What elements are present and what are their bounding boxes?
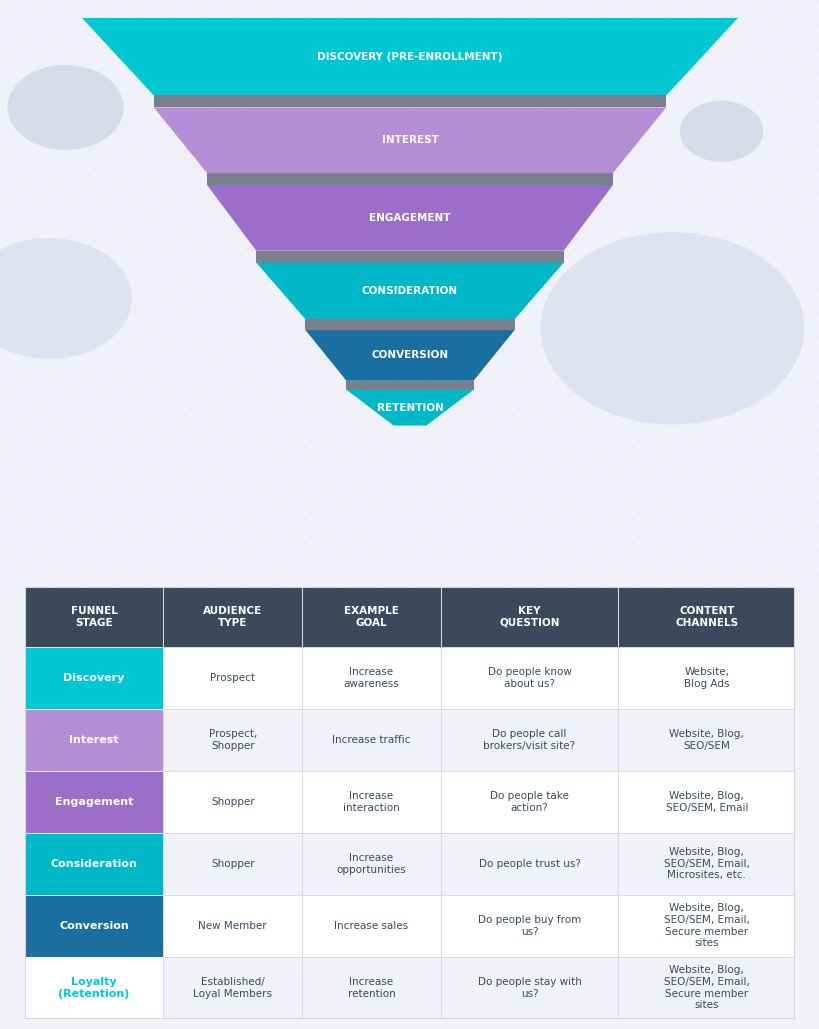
FancyBboxPatch shape bbox=[25, 647, 163, 709]
Text: KEY
QUESTION: KEY QUESTION bbox=[499, 606, 559, 628]
Text: Do people trust us?: Do people trust us? bbox=[478, 859, 580, 868]
Circle shape bbox=[0, 239, 131, 358]
FancyBboxPatch shape bbox=[618, 832, 794, 895]
Text: Website, Blog,
SEO/SEM, Email,
Secure member
sites: Website, Blog, SEO/SEM, Email, Secure me… bbox=[663, 903, 749, 948]
Polygon shape bbox=[82, 17, 737, 96]
Text: Increase
retention: Increase retention bbox=[347, 977, 395, 998]
FancyBboxPatch shape bbox=[618, 709, 794, 771]
FancyBboxPatch shape bbox=[441, 771, 618, 832]
FancyBboxPatch shape bbox=[301, 647, 441, 709]
Text: EXAMPLE
GOAL: EXAMPLE GOAL bbox=[344, 606, 398, 628]
FancyBboxPatch shape bbox=[25, 587, 163, 647]
Polygon shape bbox=[305, 330, 514, 381]
FancyBboxPatch shape bbox=[25, 895, 163, 957]
Text: AUDIENCE
TYPE: AUDIENCE TYPE bbox=[203, 606, 262, 628]
FancyBboxPatch shape bbox=[301, 587, 441, 647]
Text: CONSIDERATION: CONSIDERATION bbox=[361, 286, 458, 296]
Text: Increase traffic: Increase traffic bbox=[332, 735, 410, 745]
FancyBboxPatch shape bbox=[301, 832, 441, 895]
Text: Shopper: Shopper bbox=[210, 859, 254, 868]
Text: Discovery: Discovery bbox=[63, 673, 124, 683]
Polygon shape bbox=[346, 390, 473, 426]
Text: Established/
Loyal Members: Established/ Loyal Members bbox=[193, 977, 272, 998]
Text: Conversion: Conversion bbox=[59, 921, 129, 931]
Text: Do people buy from
us?: Do people buy from us? bbox=[477, 915, 581, 936]
Text: Website, Blog,
SEO/SEM, Email,
Microsites, etc.: Website, Blog, SEO/SEM, Email, Microsite… bbox=[663, 847, 749, 881]
Text: Consideration: Consideration bbox=[51, 859, 138, 868]
FancyBboxPatch shape bbox=[618, 647, 794, 709]
Text: CONTENT
CHANNELS: CONTENT CHANNELS bbox=[674, 606, 737, 628]
FancyBboxPatch shape bbox=[441, 709, 618, 771]
Text: Prospect,
Shopper: Prospect, Shopper bbox=[208, 730, 256, 751]
Text: Do people know
about us?: Do people know about us? bbox=[487, 667, 571, 688]
FancyBboxPatch shape bbox=[25, 832, 163, 895]
FancyBboxPatch shape bbox=[441, 957, 618, 1019]
Circle shape bbox=[8, 66, 123, 149]
FancyBboxPatch shape bbox=[163, 709, 301, 771]
FancyBboxPatch shape bbox=[618, 895, 794, 957]
FancyBboxPatch shape bbox=[163, 895, 301, 957]
FancyBboxPatch shape bbox=[441, 832, 618, 895]
Text: Website,
Blog Ads: Website, Blog Ads bbox=[683, 667, 729, 688]
FancyBboxPatch shape bbox=[441, 647, 618, 709]
FancyBboxPatch shape bbox=[301, 709, 441, 771]
Text: RETENTION: RETENTION bbox=[376, 402, 443, 413]
Text: FUNNEL
STAGE: FUNNEL STAGE bbox=[70, 606, 117, 628]
FancyBboxPatch shape bbox=[618, 957, 794, 1019]
Text: INTEREST: INTEREST bbox=[381, 135, 438, 145]
Text: Engagement: Engagement bbox=[55, 796, 133, 807]
FancyBboxPatch shape bbox=[163, 587, 301, 647]
Text: Website, Blog,
SEO/SEM: Website, Blog, SEO/SEM bbox=[668, 730, 743, 751]
FancyBboxPatch shape bbox=[163, 957, 301, 1019]
Circle shape bbox=[680, 102, 762, 162]
FancyBboxPatch shape bbox=[618, 771, 794, 832]
Polygon shape bbox=[206, 185, 613, 251]
Text: Do people call
brokers/visit site?: Do people call brokers/visit site? bbox=[483, 730, 575, 751]
Polygon shape bbox=[305, 319, 514, 330]
Text: Website, Blog,
SEO/SEM, Email: Website, Blog, SEO/SEM, Email bbox=[665, 791, 747, 813]
FancyBboxPatch shape bbox=[441, 587, 618, 647]
FancyBboxPatch shape bbox=[301, 771, 441, 832]
Polygon shape bbox=[256, 262, 563, 319]
Text: Do people stay with
us?: Do people stay with us? bbox=[477, 977, 581, 998]
FancyBboxPatch shape bbox=[25, 957, 163, 1019]
FancyBboxPatch shape bbox=[25, 771, 163, 832]
Text: Increase sales: Increase sales bbox=[334, 921, 408, 931]
FancyBboxPatch shape bbox=[301, 895, 441, 957]
Text: ENGAGEMENT: ENGAGEMENT bbox=[369, 213, 450, 223]
Circle shape bbox=[541, 233, 803, 424]
Text: Increase
awareness: Increase awareness bbox=[343, 667, 399, 688]
FancyBboxPatch shape bbox=[163, 647, 301, 709]
Text: Interest: Interest bbox=[69, 735, 119, 745]
FancyBboxPatch shape bbox=[163, 832, 301, 895]
FancyBboxPatch shape bbox=[441, 895, 618, 957]
Text: Increase
opportunities: Increase opportunities bbox=[336, 853, 406, 875]
Text: CONVERSION: CONVERSION bbox=[371, 351, 448, 360]
Polygon shape bbox=[206, 173, 613, 185]
Polygon shape bbox=[256, 251, 563, 262]
Polygon shape bbox=[346, 381, 473, 390]
Text: Shopper: Shopper bbox=[210, 796, 254, 807]
Polygon shape bbox=[154, 96, 665, 107]
FancyBboxPatch shape bbox=[25, 709, 163, 771]
Text: DISCOVERY (PRE-ENROLLMENT): DISCOVERY (PRE-ENROLLMENT) bbox=[317, 51, 502, 62]
FancyBboxPatch shape bbox=[301, 957, 441, 1019]
Text: Increase
interaction: Increase interaction bbox=[342, 791, 400, 813]
Text: Website, Blog,
SEO/SEM, Email,
Secure member
sites: Website, Blog, SEO/SEM, Email, Secure me… bbox=[663, 965, 749, 1010]
Text: Prospect: Prospect bbox=[210, 673, 255, 683]
Text: Do people take
action?: Do people take action? bbox=[490, 791, 568, 813]
Text: New Member: New Member bbox=[198, 921, 267, 931]
Text: Loyalty
(Retention): Loyalty (Retention) bbox=[58, 977, 129, 998]
Polygon shape bbox=[154, 107, 665, 173]
FancyBboxPatch shape bbox=[618, 587, 794, 647]
FancyBboxPatch shape bbox=[163, 771, 301, 832]
